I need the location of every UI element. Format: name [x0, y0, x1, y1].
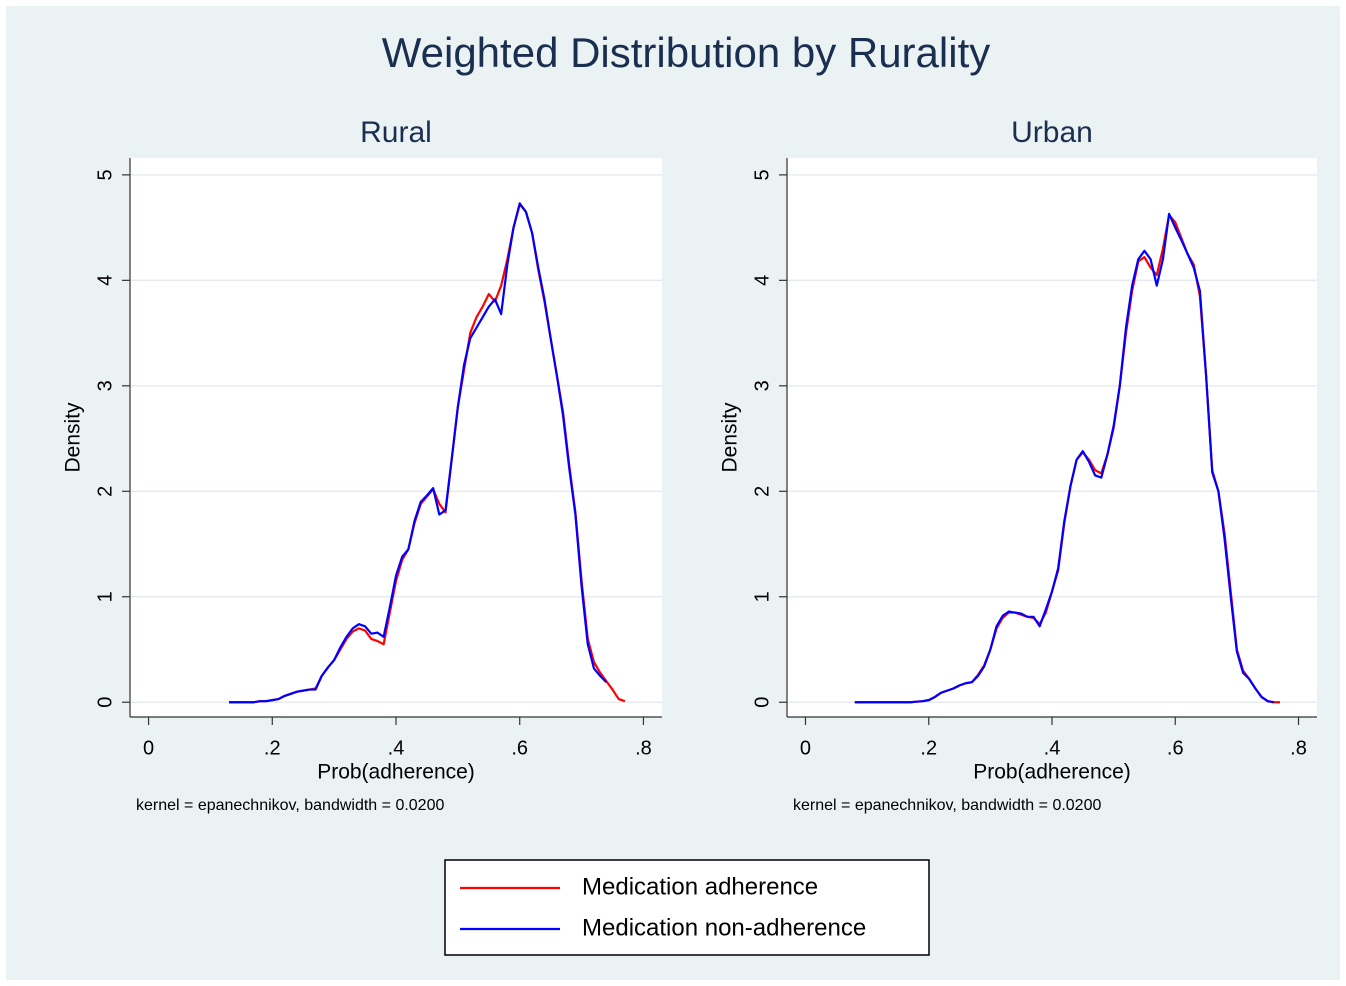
plot-area: [787, 158, 1317, 717]
y-tick-label: 2: [751, 486, 773, 497]
x-tick-label: .2: [264, 737, 281, 759]
x-tick-label: .4: [1044, 737, 1061, 759]
y-tick-label: 5: [94, 169, 116, 180]
x-tick-label: .8: [635, 737, 652, 759]
y-axis-label: Density: [62, 402, 85, 473]
note: kernel = epanechnikov, bandwidth = 0.020…: [136, 797, 444, 814]
y-tick-label: 5: [751, 169, 773, 180]
y-axis-label: Density: [719, 402, 742, 473]
panel-title: Rural: [360, 116, 432, 149]
y-tick-label: 4: [751, 275, 773, 286]
density-line: [228, 202, 608, 704]
y-tick-label: 0: [94, 697, 116, 708]
note: kernel = epanechnikov, bandwidth = 0.020…: [793, 797, 1101, 814]
x-tick-label: .2: [920, 737, 937, 759]
y-tick-label: 3: [94, 380, 116, 391]
x-tick-label: .6: [511, 737, 528, 759]
y-tick-label: 1: [751, 591, 773, 602]
x-axis-label: Prob(adherence): [973, 761, 1131, 784]
legend-label: Medication non-adherence: [582, 914, 866, 941]
panel-title: Urban: [1011, 116, 1093, 149]
x-tick-label: 0: [143, 737, 154, 759]
density-line: [854, 212, 1275, 704]
legend-label: Medication adherence: [582, 873, 818, 900]
plot-area: [130, 158, 662, 717]
y-tick-label: 0: [751, 697, 773, 708]
y-tick-label: 2: [94, 486, 116, 497]
x-tick-label: .4: [388, 737, 405, 759]
y-tick-label: 3: [751, 380, 773, 391]
x-axis-label: Prob(adherence): [317, 761, 475, 784]
legend: [444, 859, 930, 956]
y-tick-label: 1: [94, 591, 116, 602]
chart-title: Weighted Distribution by Rurality: [382, 29, 991, 76]
x-tick-label: 0: [800, 737, 811, 759]
x-tick-label: .6: [1167, 737, 1184, 759]
x-tick-label: .8: [1290, 737, 1307, 759]
y-tick-label: 4: [94, 275, 116, 286]
